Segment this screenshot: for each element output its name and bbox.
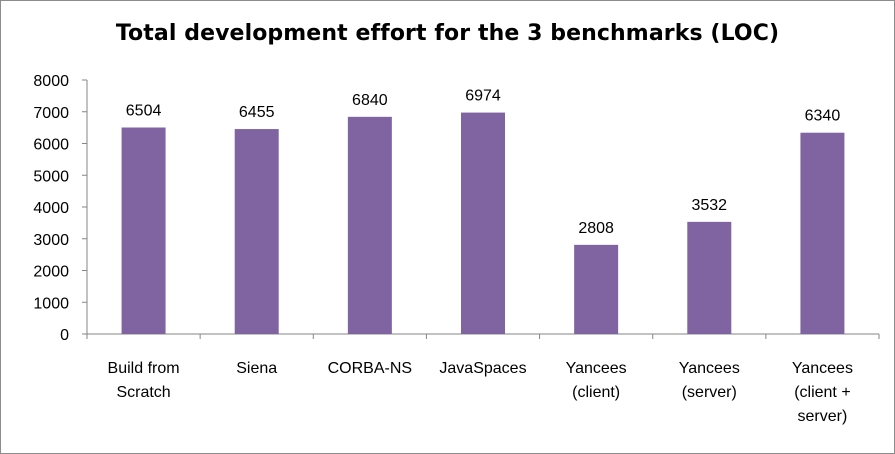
data-label: 3532	[691, 197, 727, 214]
bar	[687, 221, 732, 334]
bar	[574, 244, 619, 334]
bar	[800, 132, 845, 334]
y-tick-label: 5000	[33, 168, 69, 185]
bar	[347, 116, 392, 334]
x-tick-label: Siena	[236, 360, 277, 377]
y-tick-label: 3000	[33, 232, 69, 249]
chart-title: Total development effort for the 3 bench…	[115, 21, 780, 46]
y-axis: 0 1000 2000 3000 4000 5000 6000 7000 8000	[33, 73, 88, 344]
y-tick-label: 4000	[33, 200, 69, 217]
x-tick-label: Build from Scratch	[108, 360, 180, 401]
bars	[121, 112, 845, 334]
y-tick-label: 6000	[33, 137, 69, 154]
x-tick-label: CORBA-NS	[328, 360, 412, 377]
data-label: 6504	[126, 102, 162, 119]
x-tick-label: Yancees (client)	[566, 360, 627, 401]
x-axis: Build from Scratch Siena CORBA-NS JavaSpaces…	[86, 333, 880, 425]
data-label: 6974	[465, 88, 501, 105]
bar	[234, 129, 279, 334]
x-tick-label: JavaSpaces	[439, 360, 526, 377]
data-label: 6840	[352, 92, 388, 109]
data-label: 6455	[239, 104, 275, 121]
y-tick-label: 1000	[33, 295, 69, 312]
x-tick-label: Yancees (server)	[679, 360, 740, 401]
bar	[461, 112, 505, 334]
bar	[121, 127, 166, 334]
y-tick-label: 8000	[33, 73, 69, 90]
y-tick-label: 2000	[33, 264, 69, 281]
data-label: 2808	[578, 220, 614, 237]
y-tick-label: 7000	[33, 105, 69, 122]
x-tick-label: Yancees (client + server)	[792, 360, 853, 425]
y-tick-label: 0	[60, 327, 69, 344]
data-labels: 6504 6455 6840 6974 2808 3532 6340	[126, 88, 841, 237]
data-label: 6340	[805, 108, 841, 125]
